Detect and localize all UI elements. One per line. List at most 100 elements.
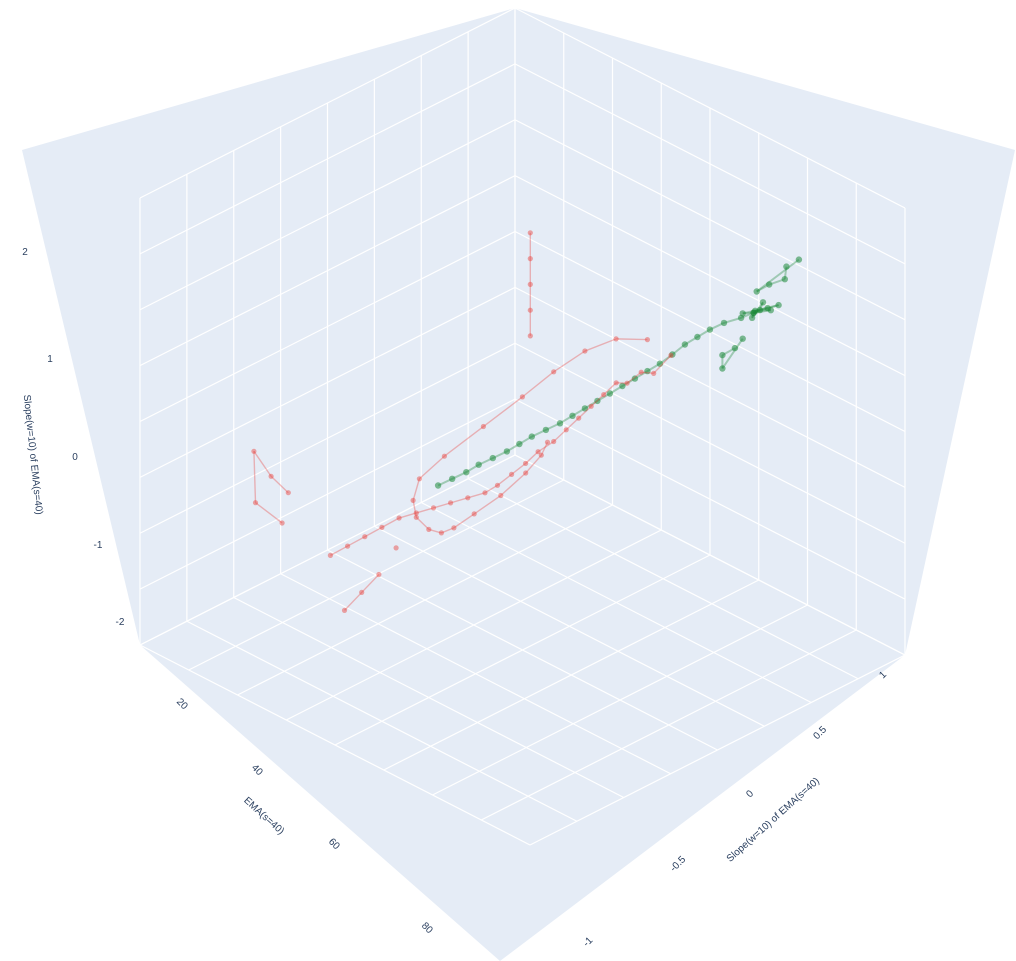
data-trail-red — [253, 450, 272, 477]
back-wall-pane — [22, 8, 515, 645]
data-point-red — [563, 427, 569, 433]
data-point-red — [441, 453, 447, 459]
data-trail-green — [783, 266, 788, 280]
data-trail-red — [428, 528, 442, 534]
data-point-green — [719, 351, 726, 359]
data-point-red — [498, 492, 504, 499]
data-point-green — [719, 365, 726, 372]
data-trail-red — [416, 507, 434, 514]
data-trail-red — [412, 478, 421, 501]
y-tick-label: 0 — [744, 788, 756, 800]
data-point-red — [376, 571, 382, 578]
data-point-red — [509, 471, 515, 477]
data-trail-green — [758, 301, 764, 311]
data-trail-red — [521, 371, 555, 398]
data-point-green — [750, 309, 757, 316]
data-point-green — [631, 375, 639, 382]
data-trail-green — [545, 422, 561, 431]
data-trail-green — [768, 278, 786, 286]
x-axis-title: EMA(s=40) — [241, 795, 286, 837]
data-trail-red — [330, 545, 348, 557]
data-point-red — [480, 423, 486, 430]
data-trail-red — [412, 500, 417, 518]
data-point-green — [606, 390, 614, 397]
data-point-red — [279, 520, 285, 526]
right-wall-gridline — [514, 7, 906, 209]
data-point-red — [624, 380, 630, 386]
data-point-green — [581, 405, 589, 412]
data-point-red — [613, 380, 619, 386]
data-point-red — [494, 482, 501, 488]
data-point-red — [430, 505, 437, 511]
data-point-green — [766, 281, 773, 288]
right-wall-gridline — [514, 175, 906, 377]
data-point-green — [516, 440, 523, 448]
data-point-green — [449, 475, 456, 482]
data-point-green — [528, 433, 535, 440]
right-wall-pane — [515, 8, 1015, 655]
data-trail-green — [751, 301, 764, 319]
data-point-green — [795, 256, 803, 263]
data-trail-green — [634, 370, 648, 380]
data-trail-red — [540, 441, 549, 456]
data-trail-red — [525, 454, 542, 474]
z-tick-label: 2 — [22, 247, 28, 258]
data-trail-green — [671, 343, 686, 356]
data-point-green — [681, 341, 689, 348]
z-axis-title: Slope(w=10) of EMA(s=40) — [21, 394, 45, 515]
data-point-red — [251, 448, 257, 454]
data-trail-green — [437, 477, 453, 487]
y-tick-label: -1 — [581, 935, 595, 949]
data-trail-green — [465, 463, 480, 474]
data-point-green — [720, 319, 728, 327]
data-trail-red — [398, 512, 417, 519]
left-wall-gridline — [139, 175, 516, 367]
data-trail-red — [344, 591, 363, 611]
data-point-green — [767, 307, 774, 314]
left-wall-gridline — [139, 63, 516, 255]
data-trail-green — [531, 428, 547, 438]
data-trail-red — [511, 462, 527, 475]
left-wall-gridline — [139, 230, 516, 423]
floor-gridline — [327, 549, 718, 751]
data-point-green — [594, 397, 601, 405]
data-point-red — [393, 545, 399, 551]
data-point-red — [588, 403, 594, 409]
data-trail-green — [451, 471, 467, 480]
data-trail-red — [616, 338, 648, 341]
floor-gridline — [280, 573, 671, 775]
data-trail-green — [659, 353, 674, 365]
data-trail-green — [740, 309, 761, 319]
data-trail-green — [755, 309, 771, 312]
data-trail-green — [751, 312, 755, 319]
right-wall-gridline — [514, 119, 906, 321]
data-points — [251, 230, 803, 614]
data-trail-green — [742, 304, 779, 315]
data-point-red — [613, 336, 619, 342]
data-point-red — [327, 552, 333, 559]
data-point-red — [519, 394, 526, 400]
data-trail-green — [584, 400, 598, 410]
data-point-red — [413, 510, 419, 516]
data-point-green — [503, 448, 511, 455]
floor-pane — [140, 455, 905, 961]
left-wall-gridline — [139, 119, 516, 311]
data-point-red — [668, 352, 674, 358]
data-point-red — [527, 307, 533, 313]
data-trail-red — [450, 497, 469, 504]
floor-gridline — [383, 579, 760, 771]
data-point-red — [471, 511, 477, 517]
data-point-red — [638, 369, 644, 375]
data-point-green — [489, 454, 496, 462]
data-trail-red — [253, 451, 257, 503]
data-point-red — [448, 500, 454, 506]
data-point-red — [341, 607, 348, 614]
data-point-green — [556, 420, 564, 427]
data-point-red — [416, 476, 422, 482]
data-point-red — [651, 370, 657, 376]
data-point-red — [551, 369, 557, 375]
data-trail-green — [518, 435, 533, 445]
right-wall-gridline — [514, 63, 906, 265]
data-trail-green — [621, 377, 636, 387]
